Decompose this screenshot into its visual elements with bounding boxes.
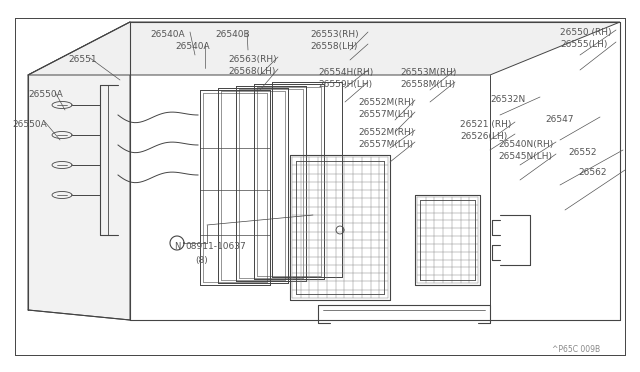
Polygon shape [28,22,130,320]
Text: N: N [174,241,180,250]
Text: 26557M(LH): 26557M(LH) [358,140,413,149]
Text: 26568(LH): 26568(LH) [228,67,275,76]
Text: 26526(LH): 26526(LH) [460,132,508,141]
Text: 26550A: 26550A [28,90,63,99]
Text: 08911-10637: 08911-10637 [185,242,246,251]
Polygon shape [28,22,620,75]
Text: 26540A: 26540A [175,42,210,51]
Text: 26550 (RH): 26550 (RH) [560,28,611,37]
Text: 26553M(RH): 26553M(RH) [400,68,456,77]
Text: 26540A: 26540A [150,30,184,39]
Text: 26555(LH): 26555(LH) [560,40,607,49]
Text: 26557M(LH): 26557M(LH) [358,110,413,119]
Text: 26547: 26547 [545,115,573,124]
Text: 26540N(RH): 26540N(RH) [498,140,553,149]
Text: 26563(RH): 26563(RH) [228,55,276,64]
Text: 26558(LH): 26558(LH) [310,42,357,51]
Text: 26550A: 26550A [12,120,47,129]
Text: 26553(RH): 26553(RH) [310,30,358,39]
Text: 26540B: 26540B [215,30,250,39]
Text: 26532N: 26532N [490,95,525,104]
Text: 26552M(RH): 26552M(RH) [358,128,414,137]
Text: 26521 (RH): 26521 (RH) [460,120,511,129]
Text: 26552: 26552 [568,148,596,157]
Text: 26551: 26551 [68,55,97,64]
Text: (8): (8) [195,256,208,265]
Text: 26545N(LH): 26545N(LH) [498,152,552,161]
Text: 26554H(RH): 26554H(RH) [318,68,373,77]
Text: 26559H(LH): 26559H(LH) [318,80,372,89]
Text: 26562: 26562 [578,168,607,177]
Text: ^P65C 009B: ^P65C 009B [552,345,600,354]
Text: 26552M(RH): 26552M(RH) [358,98,414,107]
Text: 26558M(LH): 26558M(LH) [400,80,455,89]
